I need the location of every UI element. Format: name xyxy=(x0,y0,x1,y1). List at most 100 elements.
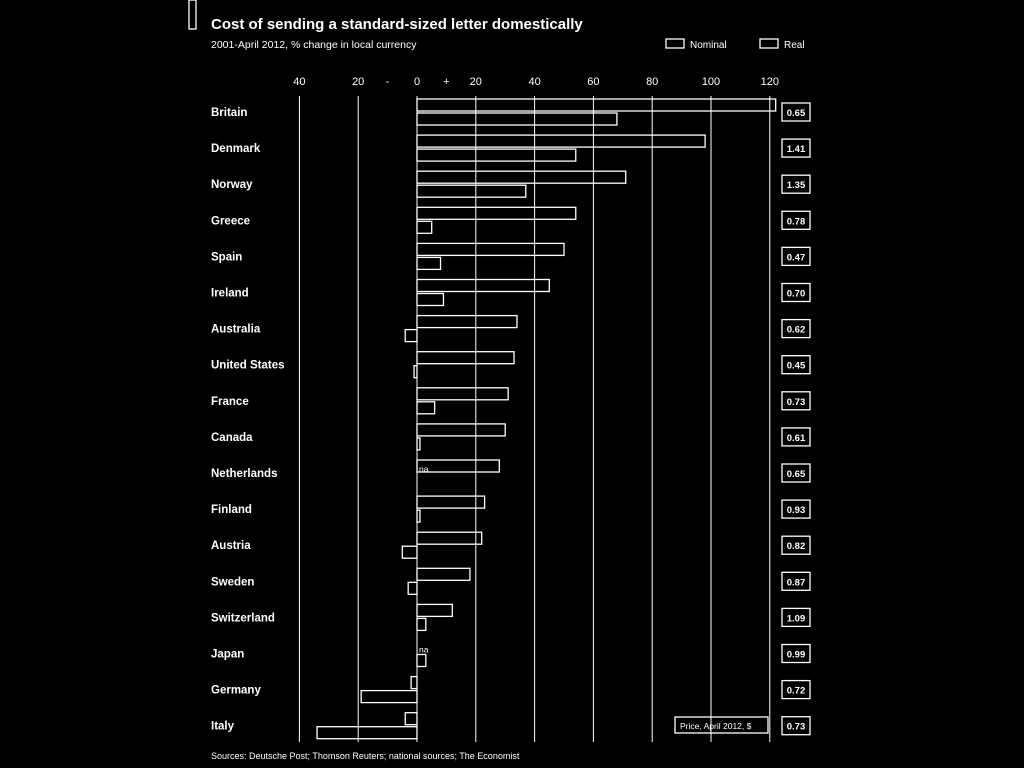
category-label: Denmark xyxy=(211,143,261,155)
chart-subtitle: 2001-April 2012, % change in local curre… xyxy=(211,39,417,51)
bar-nominal xyxy=(416,495,486,509)
bar-row: Netherlands na 0.65 xyxy=(211,459,811,483)
bar-row: Germany 0.72 xyxy=(211,675,811,704)
category-label: Austria xyxy=(211,540,251,552)
bar-row: Sweden 0.87 xyxy=(211,567,811,595)
bar-real xyxy=(416,184,527,198)
bar-data-label: na xyxy=(419,464,429,474)
bar-nominal xyxy=(416,134,706,148)
price-badge xyxy=(781,138,811,158)
price-value: 0.62 xyxy=(787,325,806,336)
title-accent-mark xyxy=(188,0,197,30)
price-badge xyxy=(781,427,811,447)
bar-real xyxy=(416,112,618,126)
price-value: 0.45 xyxy=(787,361,806,372)
bar-real xyxy=(413,365,418,379)
price-value: 0.72 xyxy=(787,686,806,697)
source-note: Sources: Deutsche Post; Thomson Reuters;… xyxy=(211,751,520,761)
bar-row: Greece 0.78 xyxy=(211,206,811,234)
bar-row: Switzerland 1.09 xyxy=(211,603,811,632)
bar-row: Australia 0.62 xyxy=(211,314,811,343)
price-badge xyxy=(781,210,811,230)
bar-real xyxy=(416,653,427,668)
bar-row: Canada 0.61 xyxy=(211,423,811,451)
price-value: 1.09 xyxy=(787,613,806,624)
price-badge xyxy=(781,391,811,411)
bar-real xyxy=(407,581,418,595)
bar-real xyxy=(404,328,418,343)
category-label: United States xyxy=(211,360,285,372)
price-note: Price, April 2012, $ xyxy=(680,721,752,731)
bar-real xyxy=(360,689,418,704)
category-label: Germany xyxy=(211,685,261,697)
chart-title: Cost of sending a standard-sized letter … xyxy=(211,16,583,33)
bar-nominal xyxy=(416,206,577,220)
category-label: Netherlands xyxy=(211,468,277,480)
bar-row: Norway 1.35 xyxy=(211,170,811,198)
price-badge xyxy=(781,318,811,339)
price-badge xyxy=(781,607,811,628)
price-value: 0.47 xyxy=(787,252,806,263)
price-badge xyxy=(781,716,811,736)
x-tick-label: 40 xyxy=(528,76,540,88)
bar-row: Denmark 1.41 xyxy=(211,134,811,162)
bar-nominal xyxy=(404,712,418,726)
bar-real xyxy=(416,509,421,523)
bar-real xyxy=(416,256,442,271)
bar-real xyxy=(416,292,445,307)
bar-row: Italy 0.73 xyxy=(211,712,811,740)
category-label: Canada xyxy=(211,432,253,444)
price-badge xyxy=(781,463,811,483)
bar-rows: Britain 0.65 Denmark 1.41 Norway 1.35 Greece 0.… xyxy=(211,98,811,740)
bar-real xyxy=(416,401,436,415)
bar-row: Ireland 0.70 xyxy=(211,278,811,307)
bar-row: Spain 0.47 xyxy=(211,242,811,271)
bar-real xyxy=(416,148,577,162)
price-value: 0.93 xyxy=(787,505,806,516)
bar-nominal xyxy=(416,423,506,437)
bar-row: United States 0.45 xyxy=(211,351,811,379)
bar-row: France 0.73 xyxy=(211,387,811,415)
price-value: 0.99 xyxy=(787,650,806,661)
bar-nominal xyxy=(416,98,777,112)
category-label: Greece xyxy=(211,215,250,227)
category-label: Japan xyxy=(211,649,244,661)
bar-nominal xyxy=(416,531,483,545)
category-label: Finland xyxy=(211,504,252,516)
bar-real xyxy=(416,220,433,234)
bar-nominal xyxy=(410,675,418,690)
price-badge xyxy=(781,499,811,519)
price-value: 1.35 xyxy=(787,180,806,191)
price-badge xyxy=(781,102,811,122)
legend-swatch-nominal xyxy=(665,38,685,49)
x-tick-label: 60 xyxy=(587,76,599,88)
bar-nominal xyxy=(416,170,627,184)
price-badge xyxy=(781,282,811,303)
price-badge xyxy=(781,355,811,375)
category-label: Norway xyxy=(211,179,253,191)
category-label: Switzerland xyxy=(211,612,275,624)
bar-row: Finland 0.93 xyxy=(211,495,811,523)
price-badge xyxy=(781,535,811,555)
category-label: Australia xyxy=(211,324,261,336)
bar-nominal xyxy=(416,567,471,581)
price-value: 0.87 xyxy=(787,577,806,588)
x-tick-label: 120 xyxy=(761,76,779,88)
bar-nominal xyxy=(416,459,500,473)
bar-real xyxy=(401,545,418,559)
bar-real xyxy=(316,726,418,740)
x-tick-label: 100 xyxy=(702,76,720,88)
x-axis-ticks: 40 20 - 0 +20 40 60 80 100 120 xyxy=(293,76,779,88)
x-tick-label: 80 xyxy=(646,76,658,88)
price-value: 0.78 xyxy=(787,216,806,227)
bar-nominal xyxy=(416,278,550,293)
category-label: Ireland xyxy=(211,288,249,300)
bar-row: Japan na 0.99 xyxy=(211,643,811,668)
price-value: 0.73 xyxy=(787,722,806,733)
x-tick-label: + xyxy=(443,76,449,88)
x-tick-label: 40 xyxy=(293,76,305,88)
x-tick-label: 20 xyxy=(352,76,364,88)
bar-nominal xyxy=(416,351,515,365)
bar-nominal xyxy=(416,603,453,618)
